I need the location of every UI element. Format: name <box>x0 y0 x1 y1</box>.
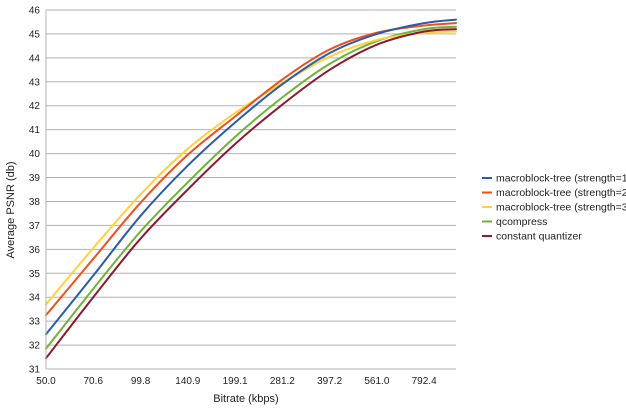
series-line-macroblock-tree-strength-1 <box>45 18 457 336</box>
legend-entry: constant quantizer <box>496 231 582 243</box>
x-tick-label: 140.9 <box>175 376 200 387</box>
axes <box>45 10 456 370</box>
x-tick-label: 99.8 <box>131 376 151 387</box>
y-tick-label: 43 <box>29 77 41 88</box>
x-tick-label: 50.0 <box>36 376 56 387</box>
y-tick-label: 40 <box>29 149 41 160</box>
legend-entry: macroblock-tree (strength=1) <box>496 173 626 185</box>
y-axis-label: Average PSNR (db) <box>5 161 17 258</box>
legend-entry: macroblock-tree (strength=2) <box>496 187 626 199</box>
x-tick-labels: 50.0 70.6 99.8 140.9 199.1 281.2 397.2 561.0 792… <box>36 376 437 387</box>
y-tick-labels: 31 32 33 34 35 36 37 38 39 40 41 42 43 44 45 46 <box>29 6 41 376</box>
legend-entry: macroblock-tree (strength=3) <box>496 202 626 214</box>
x-tick-label: 397.2 <box>317 376 342 387</box>
series-line-macroblock-tree-strength-3 <box>45 30 457 306</box>
series-line-qcompress <box>45 25 457 350</box>
x-tick-label: 792.4 <box>412 376 437 387</box>
y-tick-label: 41 <box>29 125 41 136</box>
x-tick-label: 281.2 <box>270 376 295 387</box>
series-line-constant-quantizer <box>45 28 457 360</box>
y-tick-label: 34 <box>29 293 41 304</box>
y-tick-label: 38 <box>29 197 41 208</box>
y-tick-label: 37 <box>29 221 41 232</box>
y-tick-label: 33 <box>29 317 41 328</box>
x-tick-label: 70.6 <box>83 376 103 387</box>
y-tick-label: 46 <box>29 6 41 17</box>
grid-lines <box>46 9 456 370</box>
legend: macroblock-tree (strength=1) macroblock-t… <box>482 173 626 243</box>
y-tick-label: 32 <box>29 341 41 352</box>
y-tick-label: 36 <box>29 245 41 256</box>
y-tick-label: 45 <box>29 29 41 40</box>
y-tick-label: 42 <box>29 101 41 112</box>
legend-entry: qcompress <box>496 216 547 228</box>
x-tick-label: 199.1 <box>223 376 248 387</box>
series-layer <box>45 18 457 360</box>
x-tick-label: 561.0 <box>364 376 389 387</box>
y-tick-label: 44 <box>29 53 41 64</box>
y-tick-label: 39 <box>29 173 41 184</box>
y-tick-label: 35 <box>29 269 41 280</box>
y-tick-label: 31 <box>29 365 41 376</box>
x-axis-label: Bitrate (kbps) <box>213 393 278 405</box>
